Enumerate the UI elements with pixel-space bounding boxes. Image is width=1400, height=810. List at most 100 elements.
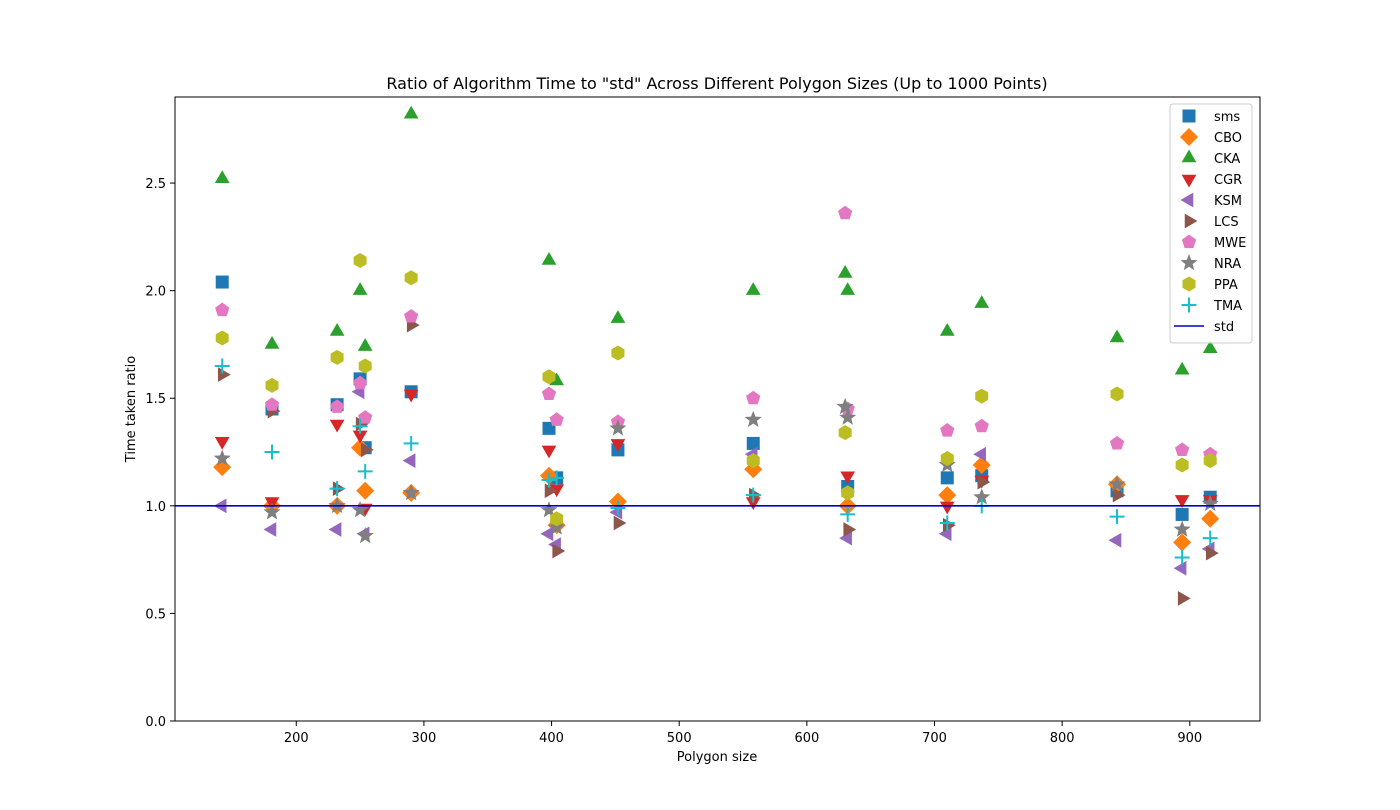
point-cka (541, 252, 557, 265)
point-nra (213, 449, 231, 466)
point-lcs (613, 515, 627, 531)
point-ksm (1108, 532, 1122, 548)
point-tma (840, 506, 856, 522)
legend-label-lcs: LCS (1214, 215, 1239, 230)
point-sms (746, 436, 760, 450)
legend-label-sms: sms (1214, 110, 1240, 125)
legend-marker-lcs (1184, 213, 1198, 229)
legend-label-nra: NRA (1214, 257, 1241, 272)
legend-marker-tma (1181, 297, 1197, 313)
point-cgr (541, 445, 557, 459)
legend-marker-ksm (1180, 192, 1194, 208)
series-ppa (215, 253, 1217, 527)
point-cka (352, 282, 368, 295)
legend-label-mwe: MWE (1214, 236, 1246, 251)
plot-area (175, 97, 1260, 721)
point-lcs (843, 522, 857, 537)
point-lcs (355, 416, 369, 432)
y-tick-label: 0.0 (145, 715, 166, 730)
point-mwe (746, 390, 761, 405)
point-nra (836, 397, 854, 415)
point-cka (939, 323, 955, 336)
point-tma (329, 481, 345, 497)
legend-marker-cbo (1180, 128, 1198, 146)
y-tick-label: 2.0 (145, 285, 166, 300)
point-mwe (940, 423, 955, 437)
point-cgr (352, 430, 368, 444)
point-ppa (330, 349, 344, 365)
point-lcs (1177, 590, 1191, 606)
point-nra (1108, 475, 1126, 492)
point-lcs (977, 474, 991, 490)
point-ppa (975, 388, 989, 404)
point-ksm (263, 522, 277, 537)
legend-label-ppa: PPA (1214, 278, 1238, 293)
point-ppa (265, 377, 279, 393)
legend-label-tma: TMA (1213, 299, 1242, 314)
point-sms (940, 471, 954, 485)
point-nra (548, 518, 566, 535)
point-ppa (215, 330, 229, 346)
legend-marker-ppa (1182, 276, 1196, 292)
point-tma (1109, 509, 1125, 525)
point-lcs (1205, 545, 1219, 561)
point-mwe (264, 397, 280, 411)
point-lcs (360, 442, 374, 458)
point-cka (837, 264, 853, 278)
point-tma (939, 515, 955, 531)
point-ksm (328, 522, 342, 537)
point-cbo (356, 481, 375, 500)
point-nra (973, 488, 991, 505)
point-nra (263, 503, 281, 520)
point-ksm (1173, 560, 1187, 576)
marks-layer (175, 105, 1260, 606)
point-nra (1201, 494, 1219, 511)
point-ppa (1110, 386, 1124, 402)
point-tma (403, 435, 419, 451)
point-ksm (402, 453, 416, 468)
point-lcs (552, 543, 566, 559)
point-nra (351, 501, 369, 518)
point-cka (264, 335, 280, 349)
point-nra (609, 419, 627, 436)
point-nra (839, 408, 857, 425)
x-tick-label: 900 (1177, 731, 1202, 746)
x-tick-label: 500 (667, 731, 692, 746)
point-mwe (329, 399, 345, 413)
point-cgr (939, 501, 955, 515)
point-mwe (352, 375, 368, 390)
point-cbo (213, 458, 232, 477)
point-ppa (841, 485, 855, 501)
point-lcs (217, 367, 231, 382)
point-ppa (1175, 457, 1189, 473)
point-cka (1174, 361, 1190, 375)
point-tma (1174, 549, 1190, 565)
point-cka (403, 105, 419, 119)
legend-label-cbo: CBO (1214, 131, 1242, 146)
point-ksm (839, 530, 852, 546)
point-nra (402, 483, 420, 501)
point-tma (1202, 530, 1218, 546)
point-nra (744, 410, 762, 428)
chart-title: Ratio of Algorithm Time to "std" Across … (386, 74, 1047, 93)
series-cka (214, 105, 1218, 386)
x-tick-label: 300 (411, 731, 436, 746)
legend-marker-cgr (1181, 174, 1197, 188)
y-tick-label: 2.5 (145, 177, 166, 192)
point-nra (356, 526, 374, 544)
series-mwe (215, 205, 1218, 461)
point-tma (352, 418, 368, 434)
point-lcs (1112, 487, 1126, 503)
axes-layer: 200 300 400 500 600 700 800 900 0.0 0.5 1.0 1.5 2.0 2… (145, 177, 1202, 746)
point-cka (329, 323, 345, 336)
point-tma (214, 358, 230, 374)
point-cbo (1201, 509, 1220, 528)
x-tick-label: 700 (922, 731, 947, 746)
point-ppa (550, 511, 564, 527)
point-ppa (353, 253, 367, 269)
point-tma (610, 500, 626, 516)
point-mwe (215, 302, 230, 317)
legend-label-std: std (1214, 320, 1234, 335)
point-mwe (1175, 442, 1190, 456)
point-sms (215, 275, 229, 289)
